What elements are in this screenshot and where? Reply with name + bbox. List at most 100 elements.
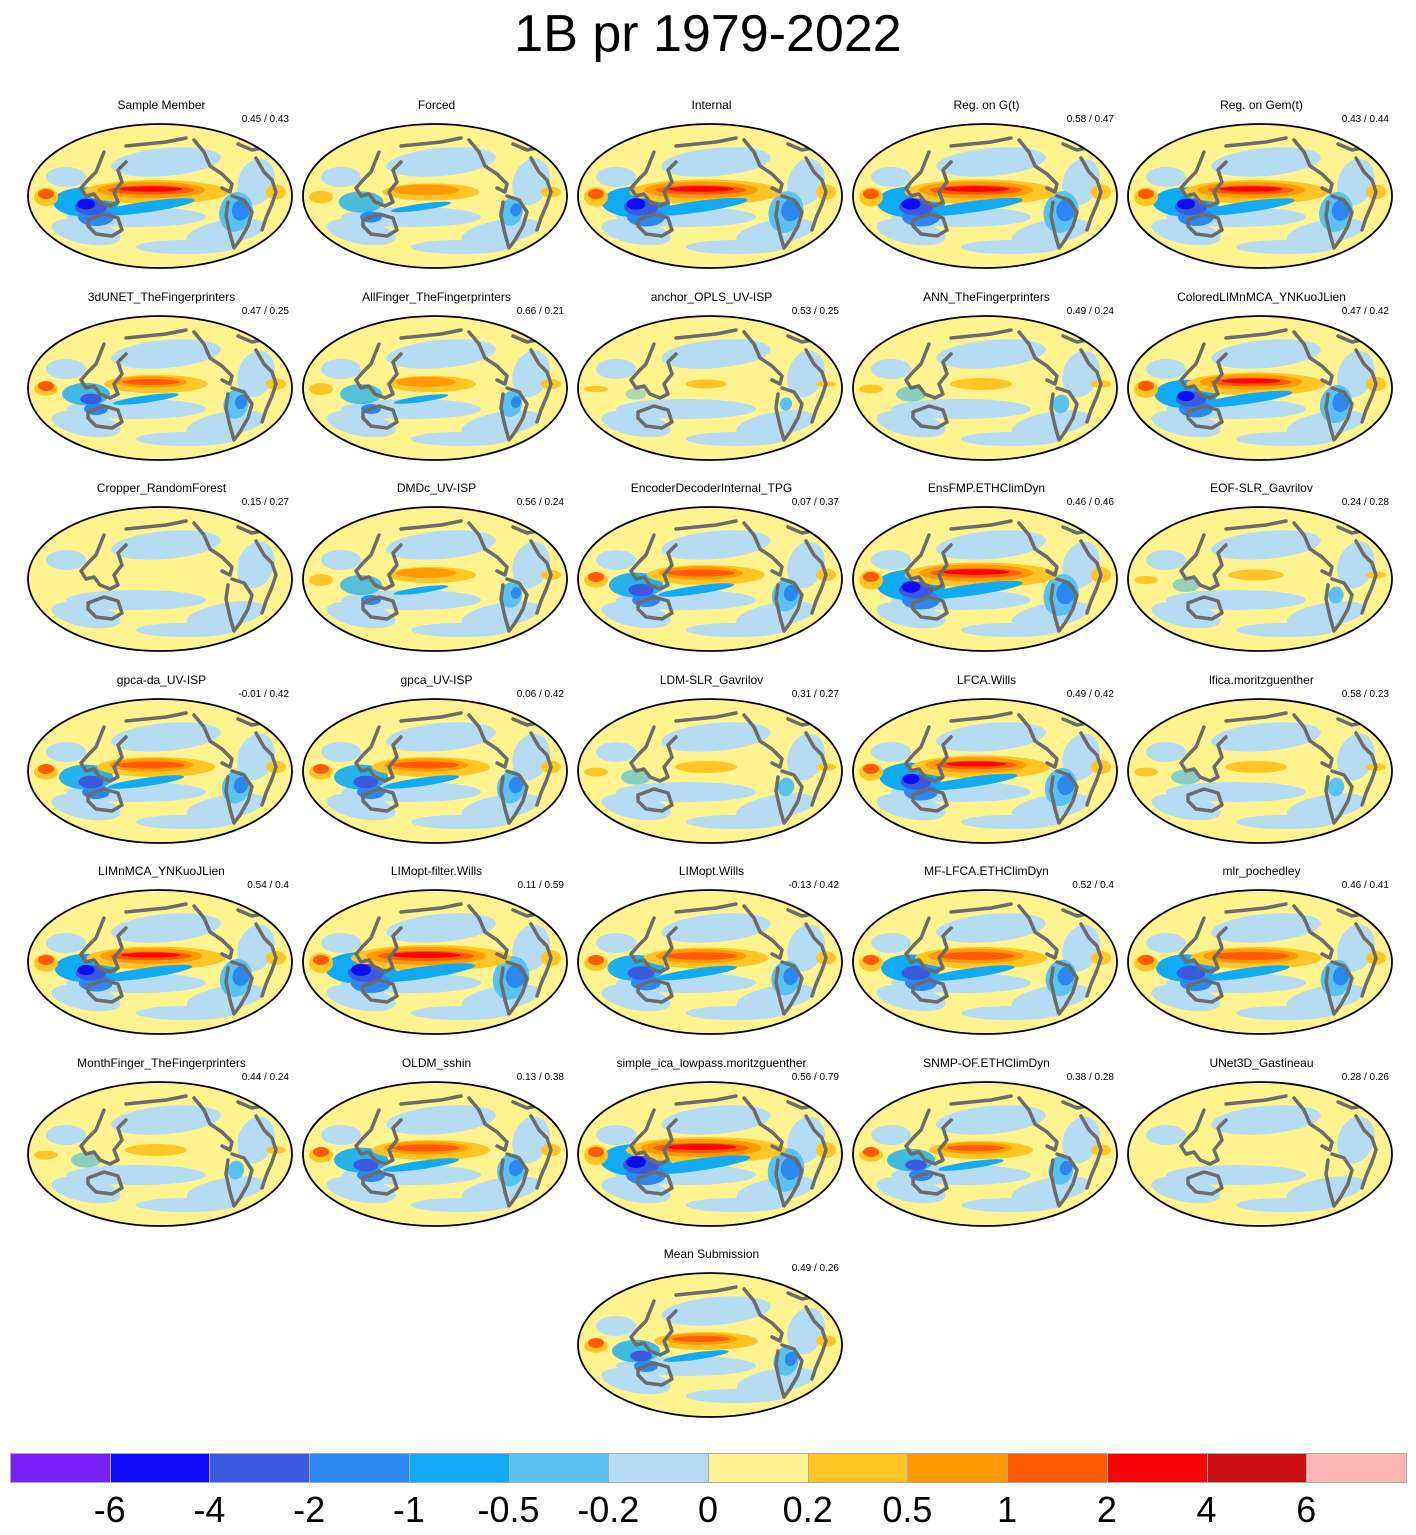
map-panel: DMDc_UV-ISP 0.56 / 0.24 <box>299 481 574 652</box>
map-plot <box>852 123 1118 269</box>
panel-title: gpca-da_UV-ISP <box>116 673 207 687</box>
map-panel: EnsFMP.ETHClimDyn 0.46 / 0.46 <box>849 481 1124 652</box>
panel-stats: 0.52 / 0.4 <box>1072 880 1114 891</box>
map-plot <box>1127 315 1393 461</box>
panel-stats: 0.56 / 0.24 <box>516 497 564 508</box>
map-panel: Reg. on Gem(t) 0.43 / 0.44 <box>1124 98 1399 269</box>
map-panel: Internal <box>574 98 849 269</box>
map-panel: Forced <box>299 98 574 269</box>
panel-stats: 0.58 / 0.47 <box>1066 114 1114 125</box>
map-plot <box>1127 698 1393 844</box>
panel-stats: 0.06 / 0.42 <box>516 689 564 700</box>
colorbar-swatch <box>608 1453 709 1483</box>
panel-title: Reg. on Gem(t) <box>1220 98 1303 112</box>
colorbar-swatch <box>807 1453 909 1483</box>
map-plot <box>27 698 293 844</box>
map-panel: Sample Member 0.45 / 0.43 <box>24 98 299 269</box>
panel-stats: 0.11 / 0.59 <box>517 880 564 891</box>
colorbar-swatch <box>209 1453 311 1483</box>
map-panel: AllFinger_TheFingerprinters 0.66 / 0.21 <box>299 290 574 461</box>
colorbar-swatch <box>1106 1453 1208 1483</box>
panel-title: lfica.moritzguenther <box>1209 673 1314 687</box>
map-plot <box>27 889 293 1035</box>
colorbar <box>10 1453 1407 1487</box>
panel-title: LFCA.Wills <box>956 673 1017 687</box>
panel-title: LIMopt-filter.Wills <box>390 864 483 878</box>
map-plot <box>852 506 1118 652</box>
map-panel: gpca-da_UV-ISP -0.01 / 0.42 <box>24 673 299 844</box>
panel-title: LIMnMCA_YNKuoJLien <box>98 864 225 878</box>
map-panel: lfica.moritzguenther 0.58 / 0.23 <box>1124 673 1399 844</box>
map-plot <box>27 123 293 269</box>
panel-title: EncoderDecoderInternal_TPG <box>630 481 793 495</box>
map-panel: LIMopt.Wills -0.13 / 0.42 <box>574 864 849 1035</box>
panel-title: ANN_TheFingerprinters <box>923 290 1050 304</box>
panel-stats: 0.54 / 0.4 <box>247 880 289 891</box>
map-plot <box>302 698 568 844</box>
panel-title: AllFinger_TheFingerprinters <box>362 290 511 304</box>
map-panel: LFCA.Wills 0.49 / 0.42 <box>849 673 1124 844</box>
colorbar-tick-label: -0.2 <box>577 1489 640 1530</box>
map-panel: EncoderDecoderInternal_TPG 0.07 / 0.37 <box>574 481 849 652</box>
panel-title: Forced <box>417 98 456 112</box>
panel-stats: 0.56 / 0.79 <box>791 1072 839 1083</box>
panel-title: DMDc_UV-ISP <box>396 481 477 495</box>
panel-title: MonthFinger_TheFingerprinters <box>77 1056 246 1070</box>
map-panel: Cropper_RandomForest 0.15 / 0.27 <box>24 481 299 652</box>
panel-stats: 0.44 / 0.24 <box>241 1072 289 1083</box>
panel-title: Cropper_RandomForest <box>96 481 227 495</box>
map-panel: LIMnMCA_YNKuoJLien 0.54 / 0.4 <box>24 864 299 1035</box>
panel-stats: 0.13 / 0.38 <box>516 1072 564 1083</box>
colorbar-tick-label: 1 <box>997 1489 1018 1530</box>
map-panel: UNet3D_Gastineau 0.28 / 0.26 <box>1124 1056 1399 1227</box>
map-panel: MonthFinger_TheFingerprinters 0.44 / 0.24 <box>24 1056 299 1227</box>
map-panel: LIMopt-filter.Wills 0.11 / 0.59 <box>299 864 574 1035</box>
map-plot <box>577 506 843 652</box>
map-panel: simple_ica_lowpass.moritzguenther 0.56 / … <box>574 1056 849 1227</box>
panel-stats: 0.46 / 0.41 <box>1341 880 1389 891</box>
map-plot <box>577 889 843 1035</box>
map-plot <box>302 315 568 461</box>
map-panel: mlr_pochedley 0.46 / 0.41 <box>1124 864 1399 1035</box>
panel-title: LDM-SLR_Gavrilov <box>659 673 764 687</box>
colorbar-tick-label: 0.5 <box>882 1489 933 1530</box>
panel-title: Reg. on G(t) <box>953 98 1020 112</box>
colorbar-swatch <box>907 1453 1009 1483</box>
panel-stats: 0.28 / 0.26 <box>1341 1072 1389 1083</box>
colorbar-tick-label: 0.2 <box>782 1489 833 1530</box>
map-plot <box>302 123 568 269</box>
map-plot <box>577 1272 843 1418</box>
panel-title: SNMP-OF.ETHClimDyn <box>923 1056 1050 1070</box>
map-plot <box>302 1081 568 1227</box>
colorbar-swatch <box>708 1453 809 1483</box>
panel-stats: -0.13 / 0.42 <box>788 880 839 891</box>
panel-stats: 0.49 / 0.24 <box>1066 306 1114 317</box>
panel-title: anchor_OPLS_UV-ISP <box>650 290 773 304</box>
map-plot <box>577 315 843 461</box>
map-plot <box>1127 1081 1393 1227</box>
map-plot <box>302 889 568 1035</box>
panel-stats: 0.24 / 0.28 <box>1341 497 1389 508</box>
map-plot <box>1127 506 1393 652</box>
colorbar-tick-label: -0.5 <box>477 1489 540 1530</box>
colorbar-tick-label: 6 <box>1296 1489 1317 1530</box>
panel-stats: 0.58 / 0.23 <box>1341 689 1389 700</box>
map-plot <box>852 889 1118 1035</box>
panel-stats: 0.49 / 0.42 <box>1066 689 1114 700</box>
map-plot <box>577 1081 843 1227</box>
map-panel: EOF-SLR_Gavrilov 0.24 / 0.28 <box>1124 481 1399 652</box>
panel-title: Internal <box>691 98 732 112</box>
colorbar-swatch <box>408 1453 510 1483</box>
map-plot <box>302 506 568 652</box>
map-plot <box>852 698 1118 844</box>
map-plot <box>852 1081 1118 1227</box>
panel-title: OLDM_sshin <box>401 1056 472 1070</box>
map-plot <box>27 315 293 461</box>
map-plot <box>27 1081 293 1227</box>
panel-title: EnsFMP.ETHClimDyn <box>927 481 1046 495</box>
panel-title: 3dUNET_TheFingerprinters <box>87 290 236 304</box>
map-panel: 3dUNET_TheFingerprinters 0.47 / 0.25 <box>24 290 299 461</box>
colorbar-swatch <box>508 1453 610 1483</box>
colorbar-swatch <box>10 1453 111 1483</box>
colorbar-tick-label: 0 <box>697 1489 719 1530</box>
